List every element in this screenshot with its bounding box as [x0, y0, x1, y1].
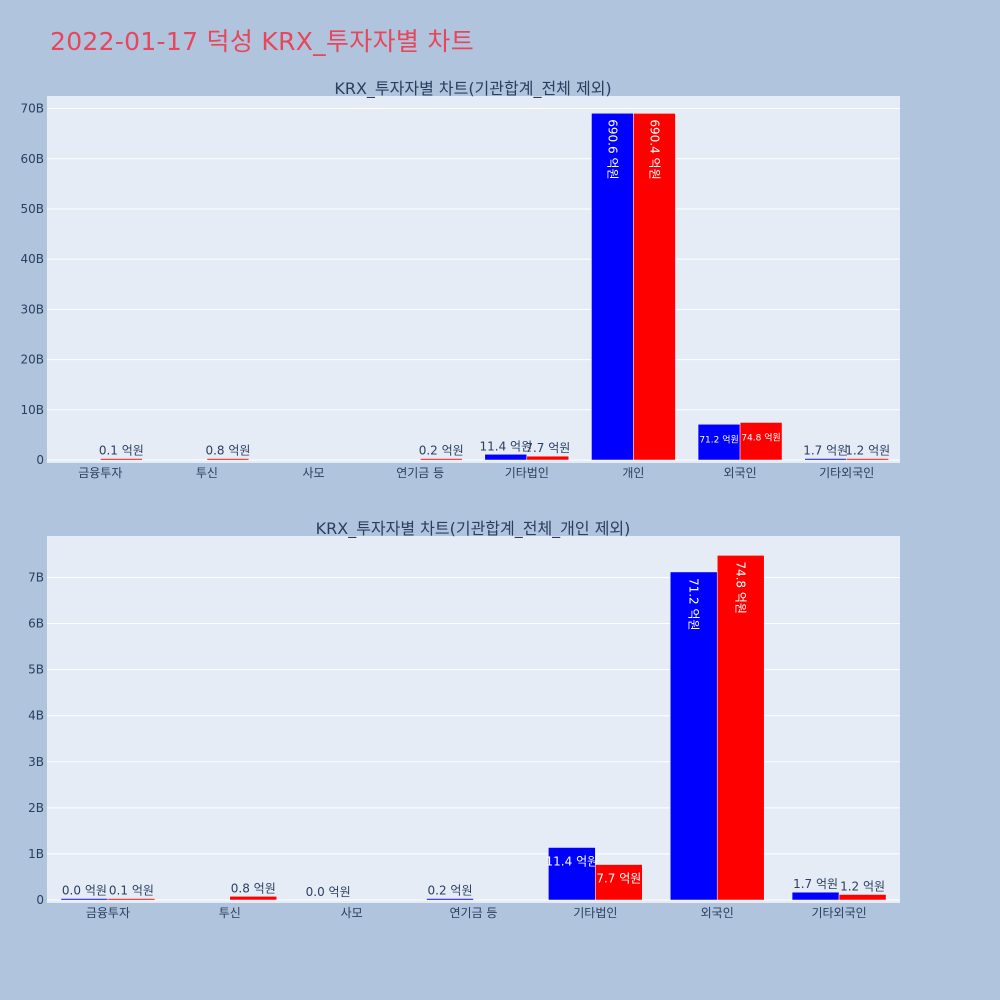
- bar-a: [60, 898, 109, 901]
- y-tick-label: 60B: [20, 152, 44, 166]
- data-label: 1.2 억원: [840, 879, 885, 893]
- y-tick-label: 10B: [20, 403, 44, 417]
- data-label: 0.0 억원: [62, 884, 107, 898]
- y-tick-label: 6B: [28, 617, 44, 631]
- data-label: 0.2 억원: [419, 444, 464, 458]
- x-tick-label: 투신: [219, 906, 241, 920]
- bar-b: [716, 555, 765, 901]
- x-tick-label: 기타외국인: [819, 466, 874, 480]
- x-tick-label: 사모: [303, 466, 325, 480]
- data-label: 1.7 억원: [793, 877, 838, 891]
- data-label: 690.6 억원: [605, 119, 619, 179]
- y-tick-label: 30B: [20, 302, 44, 316]
- bar-a: [426, 898, 474, 901]
- x-tick-label: 기타법인: [505, 466, 549, 480]
- plot-area: [47, 536, 900, 903]
- page-title: 2022-01-17 덕성 KRX_투자자별 차트: [50, 27, 475, 56]
- bar-a: [669, 571, 718, 901]
- data-label: 11.4 억원: [480, 439, 533, 453]
- data-label: 0.1 억원: [99, 444, 144, 458]
- bar-b: [526, 455, 570, 461]
- bar-b: [633, 113, 676, 461]
- bar-b: [419, 458, 463, 461]
- x-tick-label: 금융투자: [78, 466, 122, 480]
- y-tick-label: 2B: [28, 801, 44, 815]
- x-tick-label: 기타법인: [573, 906, 617, 920]
- y-tick-label: 0: [36, 893, 44, 907]
- data-label: 0.0 억원: [306, 885, 351, 899]
- y-tick-label: 70B: [20, 102, 44, 116]
- x-tick-label: 연기금 등: [396, 466, 444, 480]
- x-tick-label: 사모: [341, 906, 363, 920]
- bar-a: [697, 424, 741, 461]
- data-label: 1.7 억원: [803, 444, 848, 458]
- x-tick-label: 투신: [196, 466, 218, 480]
- y-tick-label: 50B: [20, 202, 44, 216]
- y-tick-label: 40B: [20, 252, 44, 266]
- y-tick-label: 20B: [20, 353, 44, 367]
- bar-b: [100, 458, 143, 461]
- data-label: 74.8 억원: [741, 431, 780, 443]
- data-label: 7.7 억원: [596, 872, 641, 886]
- data-label: 11.4 억원: [546, 854, 599, 868]
- chart-krx-excluding-institutions: 0 10B 20B 30B 40B 50B 60B 70B KRX_투자자별 차트(기관합계_전…: [20, 79, 900, 480]
- x-tick-label: 개인: [622, 466, 644, 480]
- bar-b: [107, 898, 156, 901]
- data-label: 0.2 억원: [428, 884, 473, 898]
- y-tick-label: 0: [36, 453, 44, 467]
- plot-area: [47, 96, 900, 463]
- y-tick-label: 4B: [28, 709, 44, 723]
- bar-a: [791, 891, 840, 901]
- chart-title: KRX_투자자별 차트(기관합계_전체_개인 제외): [316, 519, 631, 539]
- data-label: 74.8 억원: [734, 561, 748, 614]
- bar-b: [739, 422, 783, 461]
- bar-a: [548, 847, 596, 901]
- data-label: 71.2 억원: [699, 433, 738, 445]
- bar-b: [206, 458, 250, 461]
- data-label: 0.8 억원: [231, 881, 276, 895]
- x-tick-label: 외국인: [701, 906, 734, 920]
- data-label: 0.8 억원: [205, 444, 250, 458]
- bar-a: [591, 113, 634, 461]
- chart-title: KRX_투자자별 차트(기관합계_전체 제외): [334, 79, 611, 99]
- data-label: 1.2 억원: [845, 444, 890, 458]
- data-label: 690.4 억원: [647, 119, 661, 179]
- data-label: 7.7 억원: [525, 441, 570, 455]
- y-tick-label: 5B: [28, 663, 44, 677]
- x-tick-label: 연기금 등: [450, 906, 498, 920]
- bar-b: [229, 896, 278, 901]
- bar-b: [595, 864, 643, 901]
- x-tick-label: 기타외국인: [811, 906, 866, 920]
- data-label: 71.2 억원: [687, 578, 701, 631]
- data-label: 0.1 억원: [109, 884, 154, 898]
- y-tick-label: 7B: [28, 570, 44, 584]
- bar-b: [838, 894, 887, 901]
- y-tick-label: 1B: [28, 847, 44, 861]
- x-tick-label: 금융투자: [86, 906, 130, 920]
- y-tick-label: 3B: [28, 755, 44, 769]
- bar-b: [846, 458, 889, 461]
- x-tick-label: 외국인: [724, 466, 757, 480]
